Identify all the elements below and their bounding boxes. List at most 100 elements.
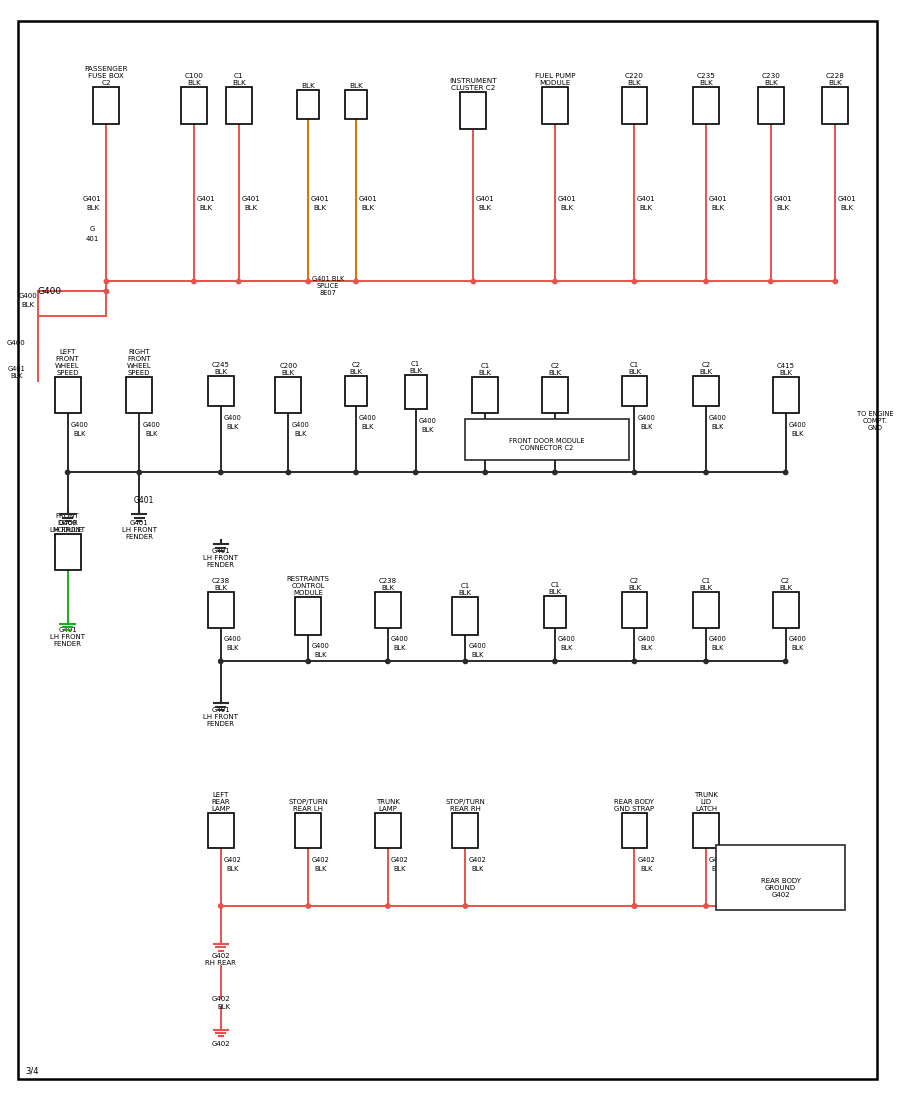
Text: G400: G400 [468, 644, 486, 649]
Text: G401: G401 [637, 196, 656, 202]
Circle shape [704, 659, 708, 663]
Bar [181, 87, 207, 124]
Circle shape [483, 470, 488, 474]
Text: BLK: BLK [393, 866, 406, 872]
Text: LEFT
FRONT
WHEEL
SPEED: LEFT FRONT WHEEL SPEED [55, 349, 80, 376]
Text: C200
BLK: C200 BLK [279, 363, 298, 376]
Text: TO ENGINE
COMPT.
GND: TO ENGINE COMPT. GND [857, 410, 894, 431]
Text: C220
BLK: C220 BLK [625, 73, 643, 86]
Bar [542, 87, 568, 124]
Text: BLK: BLK [145, 430, 158, 437]
Text: BLK: BLK [640, 866, 652, 872]
Bar [55, 377, 81, 412]
Circle shape [464, 659, 468, 663]
Circle shape [192, 279, 196, 284]
Bar [345, 89, 367, 120]
Circle shape [833, 279, 838, 284]
Text: FUEL PUMP
MODULE: FUEL PUMP MODULE [535, 73, 575, 86]
Text: BLK: BLK [479, 205, 492, 211]
Text: LEFT
REAR
LAMP: LEFT REAR LAMP [212, 792, 230, 812]
Circle shape [237, 279, 241, 284]
Text: FRONT DOOR MODULE
CONNECTOR C2: FRONT DOOR MODULE CONNECTOR C2 [509, 438, 585, 451]
Text: C1
BLK: C1 BLK [232, 73, 246, 86]
Text: G400: G400 [224, 637, 241, 642]
Text: STOP/TURN
REAR LH: STOP/TURN REAR LH [288, 799, 328, 812]
Bar [693, 87, 719, 124]
Bar [823, 87, 849, 124]
Text: BLK: BLK [712, 646, 724, 651]
Text: BLK: BLK [199, 205, 212, 211]
Circle shape [66, 470, 70, 474]
Text: C2
BLK: C2 BLK [628, 578, 641, 591]
Bar [453, 813, 478, 848]
Text: C235
BLK: C235 BLK [697, 73, 716, 86]
Text: G402: G402 [637, 857, 655, 864]
Text: G401 BLK
SPLICE
8E07: G401 BLK SPLICE 8E07 [312, 276, 345, 296]
Text: G400: G400 [38, 287, 62, 296]
Text: BLK: BLK [841, 205, 854, 211]
Bar [208, 813, 234, 848]
Circle shape [385, 904, 390, 909]
Text: G401: G401 [83, 196, 102, 202]
Circle shape [472, 279, 475, 284]
Bar [295, 813, 321, 848]
Bar [758, 87, 784, 124]
Circle shape [704, 470, 708, 474]
Text: G402: G402 [212, 1042, 230, 1047]
Text: G400: G400 [391, 637, 409, 642]
Circle shape [553, 470, 557, 474]
Text: 401: 401 [86, 235, 99, 242]
Text: G401: G401 [196, 196, 215, 202]
Bar [208, 592, 234, 628]
Circle shape [385, 659, 390, 663]
Text: G400: G400 [637, 637, 655, 642]
Circle shape [219, 470, 223, 474]
Text: G400: G400 [7, 340, 26, 346]
Text: BLK: BLK [86, 205, 99, 211]
Text: C230
BLK: C230 BLK [761, 73, 780, 86]
Text: G400
LH FRONT
FENDER: G400 LH FRONT FENDER [50, 520, 86, 540]
Circle shape [704, 904, 708, 909]
Text: G400: G400 [19, 294, 37, 299]
Text: C2
BLK: C2 BLK [779, 578, 792, 591]
Bar [693, 376, 719, 406]
Text: STOP/TURN
REAR RH: STOP/TURN REAR RH [446, 799, 485, 812]
Text: G401
BLK: G401 BLK [8, 366, 26, 379]
Bar [542, 377, 568, 412]
Circle shape [633, 904, 636, 909]
Circle shape [633, 659, 636, 663]
Text: FRONT
DOOR
MODULE: FRONT DOOR MODULE [52, 513, 83, 534]
Text: BLK: BLK [302, 82, 315, 89]
Text: C1
BLK: C1 BLK [548, 582, 562, 595]
Text: REAR BODY
GND STRAP: REAR BODY GND STRAP [615, 799, 654, 812]
Text: BLK: BLK [217, 1004, 230, 1011]
Circle shape [633, 279, 636, 284]
Circle shape [464, 904, 468, 909]
Circle shape [354, 279, 358, 284]
Text: G401: G401 [708, 196, 727, 202]
Circle shape [137, 470, 141, 474]
Circle shape [306, 904, 310, 909]
Text: G400: G400 [637, 415, 655, 420]
Text: C1
BLK: C1 BLK [459, 583, 472, 596]
Text: G400: G400 [709, 637, 727, 642]
Text: G400: G400 [70, 421, 88, 428]
Text: G400: G400 [709, 415, 727, 420]
Text: TRUNK
LID
LATCH: TRUNK LID LATCH [694, 792, 718, 812]
Circle shape [219, 904, 223, 909]
Text: PASSENGER
FUSE BOX
C2: PASSENGER FUSE BOX C2 [85, 66, 128, 86]
Text: G400: G400 [788, 637, 806, 642]
Circle shape [769, 279, 773, 284]
Circle shape [354, 470, 358, 474]
Bar [94, 87, 120, 124]
Circle shape [633, 904, 636, 909]
Bar [126, 377, 152, 412]
Text: C100
BLK: C100 BLK [184, 73, 203, 86]
Text: RIGHT
FRONT
WHEEL
SPEED: RIGHT FRONT WHEEL SPEED [127, 349, 151, 376]
Text: RESTRAINTS
CONTROL
MODULE: RESTRAINTS CONTROL MODULE [287, 575, 329, 596]
Text: BLK: BLK [791, 646, 804, 651]
Bar [453, 596, 478, 635]
Text: G401: G401 [838, 196, 857, 202]
Text: G402: G402 [468, 857, 486, 864]
Text: G400: G400 [142, 421, 160, 428]
